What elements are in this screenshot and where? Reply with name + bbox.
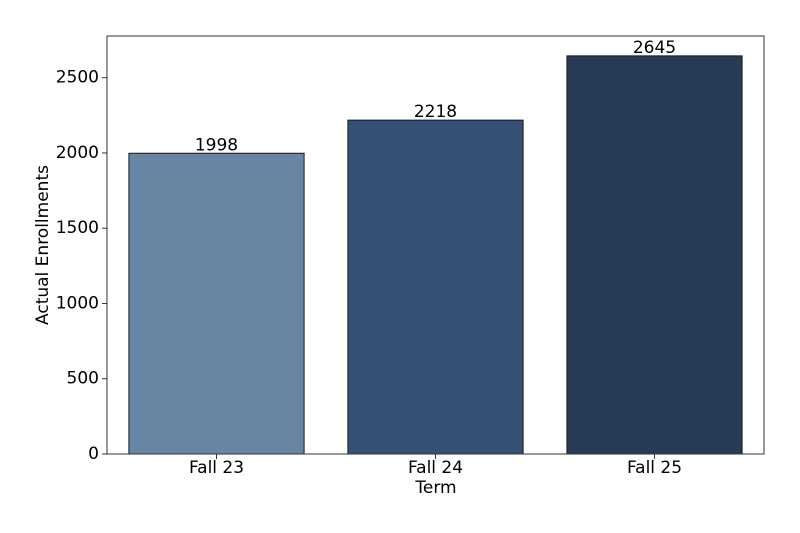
bar xyxy=(566,55,743,455)
y-tick-label: 0 xyxy=(88,444,99,464)
x-tick-label: Fall 24 xyxy=(408,458,463,478)
data-label: 2218 xyxy=(414,102,457,122)
data-label: 2645 xyxy=(633,38,676,58)
y-tick-label: 1500 xyxy=(56,218,99,238)
plot-frame xyxy=(106,35,765,455)
y-tick-label: 500 xyxy=(67,369,99,389)
x-tick-label: Fall 23 xyxy=(189,458,244,478)
y-axis-label: Actual Enrollments xyxy=(33,165,53,325)
bar xyxy=(128,152,305,455)
y-tick-label: 2000 xyxy=(56,143,99,163)
y-tick-label: 2500 xyxy=(56,68,99,88)
y-tick-label: 1000 xyxy=(56,293,99,313)
bar xyxy=(347,119,524,455)
data-label: 1998 xyxy=(195,135,238,155)
x-axis-label: Term xyxy=(414,478,456,498)
x-tick-label: Fall 25 xyxy=(627,458,682,478)
